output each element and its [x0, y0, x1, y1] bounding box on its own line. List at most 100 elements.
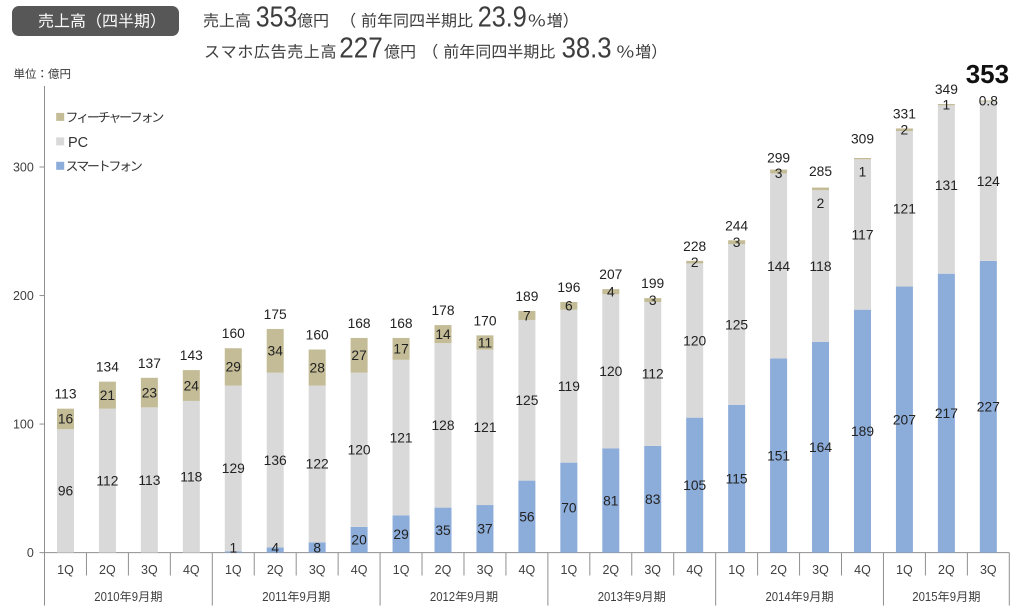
svg-text:160: 160 — [306, 328, 329, 343]
svg-text:120: 120 — [683, 333, 706, 348]
svg-text:3Q: 3Q — [309, 563, 326, 577]
svg-text:131: 131 — [935, 178, 958, 193]
svg-text:9: 9 — [467, 589, 473, 604]
svg-text:4: 4 — [271, 540, 279, 555]
svg-text:124: 124 — [977, 174, 1000, 189]
svg-text:164: 164 — [809, 440, 832, 455]
svg-text:20: 20 — [351, 533, 367, 548]
svg-text:4Q: 4Q — [183, 563, 200, 577]
svg-text:4Q: 4Q — [351, 563, 368, 577]
svg-text:1: 1 — [943, 98, 951, 113]
svg-text:56: 56 — [519, 509, 535, 524]
svg-text:144: 144 — [767, 259, 790, 274]
svg-text:2015: 2015 — [912, 589, 937, 604]
svg-text:129: 129 — [222, 461, 245, 476]
svg-text:3Q: 3Q — [477, 563, 494, 577]
svg-text:228: 228 — [683, 239, 706, 254]
svg-text:0: 0 — [27, 546, 34, 560]
svg-text:1: 1 — [229, 540, 237, 555]
svg-text:121: 121 — [893, 202, 916, 217]
svg-text:200: 200 — [13, 289, 34, 303]
svg-text:3: 3 — [649, 293, 657, 308]
svg-text:11: 11 — [478, 335, 492, 350]
svg-text:160: 160 — [222, 326, 245, 341]
svg-text:2014: 2014 — [766, 589, 791, 604]
svg-text:137: 137 — [138, 356, 161, 371]
svg-text:331: 331 — [893, 107, 916, 122]
svg-text:118: 118 — [180, 470, 202, 485]
svg-text:29: 29 — [226, 360, 242, 375]
svg-text:2011: 2011 — [262, 589, 287, 604]
svg-text:4: 4 — [607, 285, 615, 300]
svg-text:1Q: 1Q — [896, 563, 913, 577]
svg-text:105: 105 — [683, 478, 706, 493]
svg-text:122: 122 — [306, 457, 329, 472]
svg-text:125: 125 — [515, 393, 538, 408]
svg-text:3Q: 3Q — [141, 563, 158, 577]
svg-text:113: 113 — [138, 473, 160, 488]
svg-text:2: 2 — [691, 255, 699, 270]
svg-text:170: 170 — [473, 313, 496, 328]
svg-text:244: 244 — [725, 218, 748, 233]
svg-text:353: 353 — [256, 1, 298, 33]
svg-text:120: 120 — [599, 364, 622, 379]
svg-text:8: 8 — [313, 540, 321, 555]
svg-text:29: 29 — [393, 527, 409, 542]
svg-text:2Q: 2Q — [99, 563, 116, 577]
svg-text:117: 117 — [852, 227, 874, 242]
svg-text:1Q: 1Q — [393, 563, 410, 577]
svg-text:83: 83 — [645, 492, 661, 507]
svg-text:6: 6 — [565, 299, 573, 314]
svg-text:16: 16 — [58, 412, 74, 427]
svg-text:196: 196 — [557, 280, 580, 295]
svg-text:1Q: 1Q — [225, 563, 242, 577]
svg-text:349: 349 — [935, 82, 958, 97]
svg-text:9: 9 — [803, 589, 809, 604]
svg-text:2Q: 2Q — [267, 563, 284, 577]
svg-text:112: 112 — [96, 473, 118, 488]
svg-text:189: 189 — [515, 289, 538, 304]
svg-text:28: 28 — [310, 360, 326, 375]
svg-text:2Q: 2Q — [435, 563, 452, 577]
svg-text:118: 118 — [810, 259, 832, 274]
svg-text:168: 168 — [348, 316, 371, 331]
svg-text:112: 112 — [642, 367, 664, 382]
svg-text:2: 2 — [817, 196, 825, 211]
svg-text:3Q: 3Q — [812, 563, 829, 577]
svg-text:113: 113 — [55, 387, 77, 402]
svg-text:121: 121 — [473, 420, 496, 435]
svg-text:217: 217 — [935, 406, 958, 421]
svg-text:2010: 2010 — [94, 589, 119, 604]
svg-text:128: 128 — [431, 418, 454, 433]
svg-text:1Q: 1Q — [57, 563, 74, 577]
svg-text:2013: 2013 — [598, 589, 623, 604]
svg-text:4Q: 4Q — [854, 563, 871, 577]
svg-text:2Q: 2Q — [770, 563, 787, 577]
svg-text:0.8: 0.8 — [979, 94, 999, 109]
svg-text:309: 309 — [851, 131, 874, 146]
svg-text:2012: 2012 — [430, 589, 455, 604]
svg-text:23: 23 — [142, 385, 158, 400]
svg-text:3Q: 3Q — [644, 563, 661, 577]
svg-text:34: 34 — [268, 344, 284, 359]
svg-text:1: 1 — [859, 165, 867, 180]
svg-text:24: 24 — [184, 378, 200, 393]
svg-text:9: 9 — [132, 589, 138, 604]
svg-text:3Q: 3Q — [980, 563, 997, 577]
svg-text:70: 70 — [561, 500, 577, 515]
svg-text:285: 285 — [809, 164, 832, 179]
svg-text:125: 125 — [725, 317, 748, 332]
svg-text:121: 121 — [390, 430, 413, 445]
svg-text:178: 178 — [431, 303, 454, 318]
svg-text:23.9: 23.9 — [478, 1, 527, 33]
svg-text:37: 37 — [477, 522, 492, 537]
svg-text:PC: PC — [68, 135, 88, 151]
svg-text:3: 3 — [733, 235, 741, 250]
svg-text:21: 21 — [100, 388, 115, 403]
svg-text:120: 120 — [348, 443, 371, 458]
svg-text:9: 9 — [635, 589, 641, 604]
svg-text:14: 14 — [435, 327, 451, 342]
svg-text:207: 207 — [599, 267, 622, 282]
svg-text:119: 119 — [558, 379, 580, 394]
svg-text:175: 175 — [264, 307, 287, 322]
